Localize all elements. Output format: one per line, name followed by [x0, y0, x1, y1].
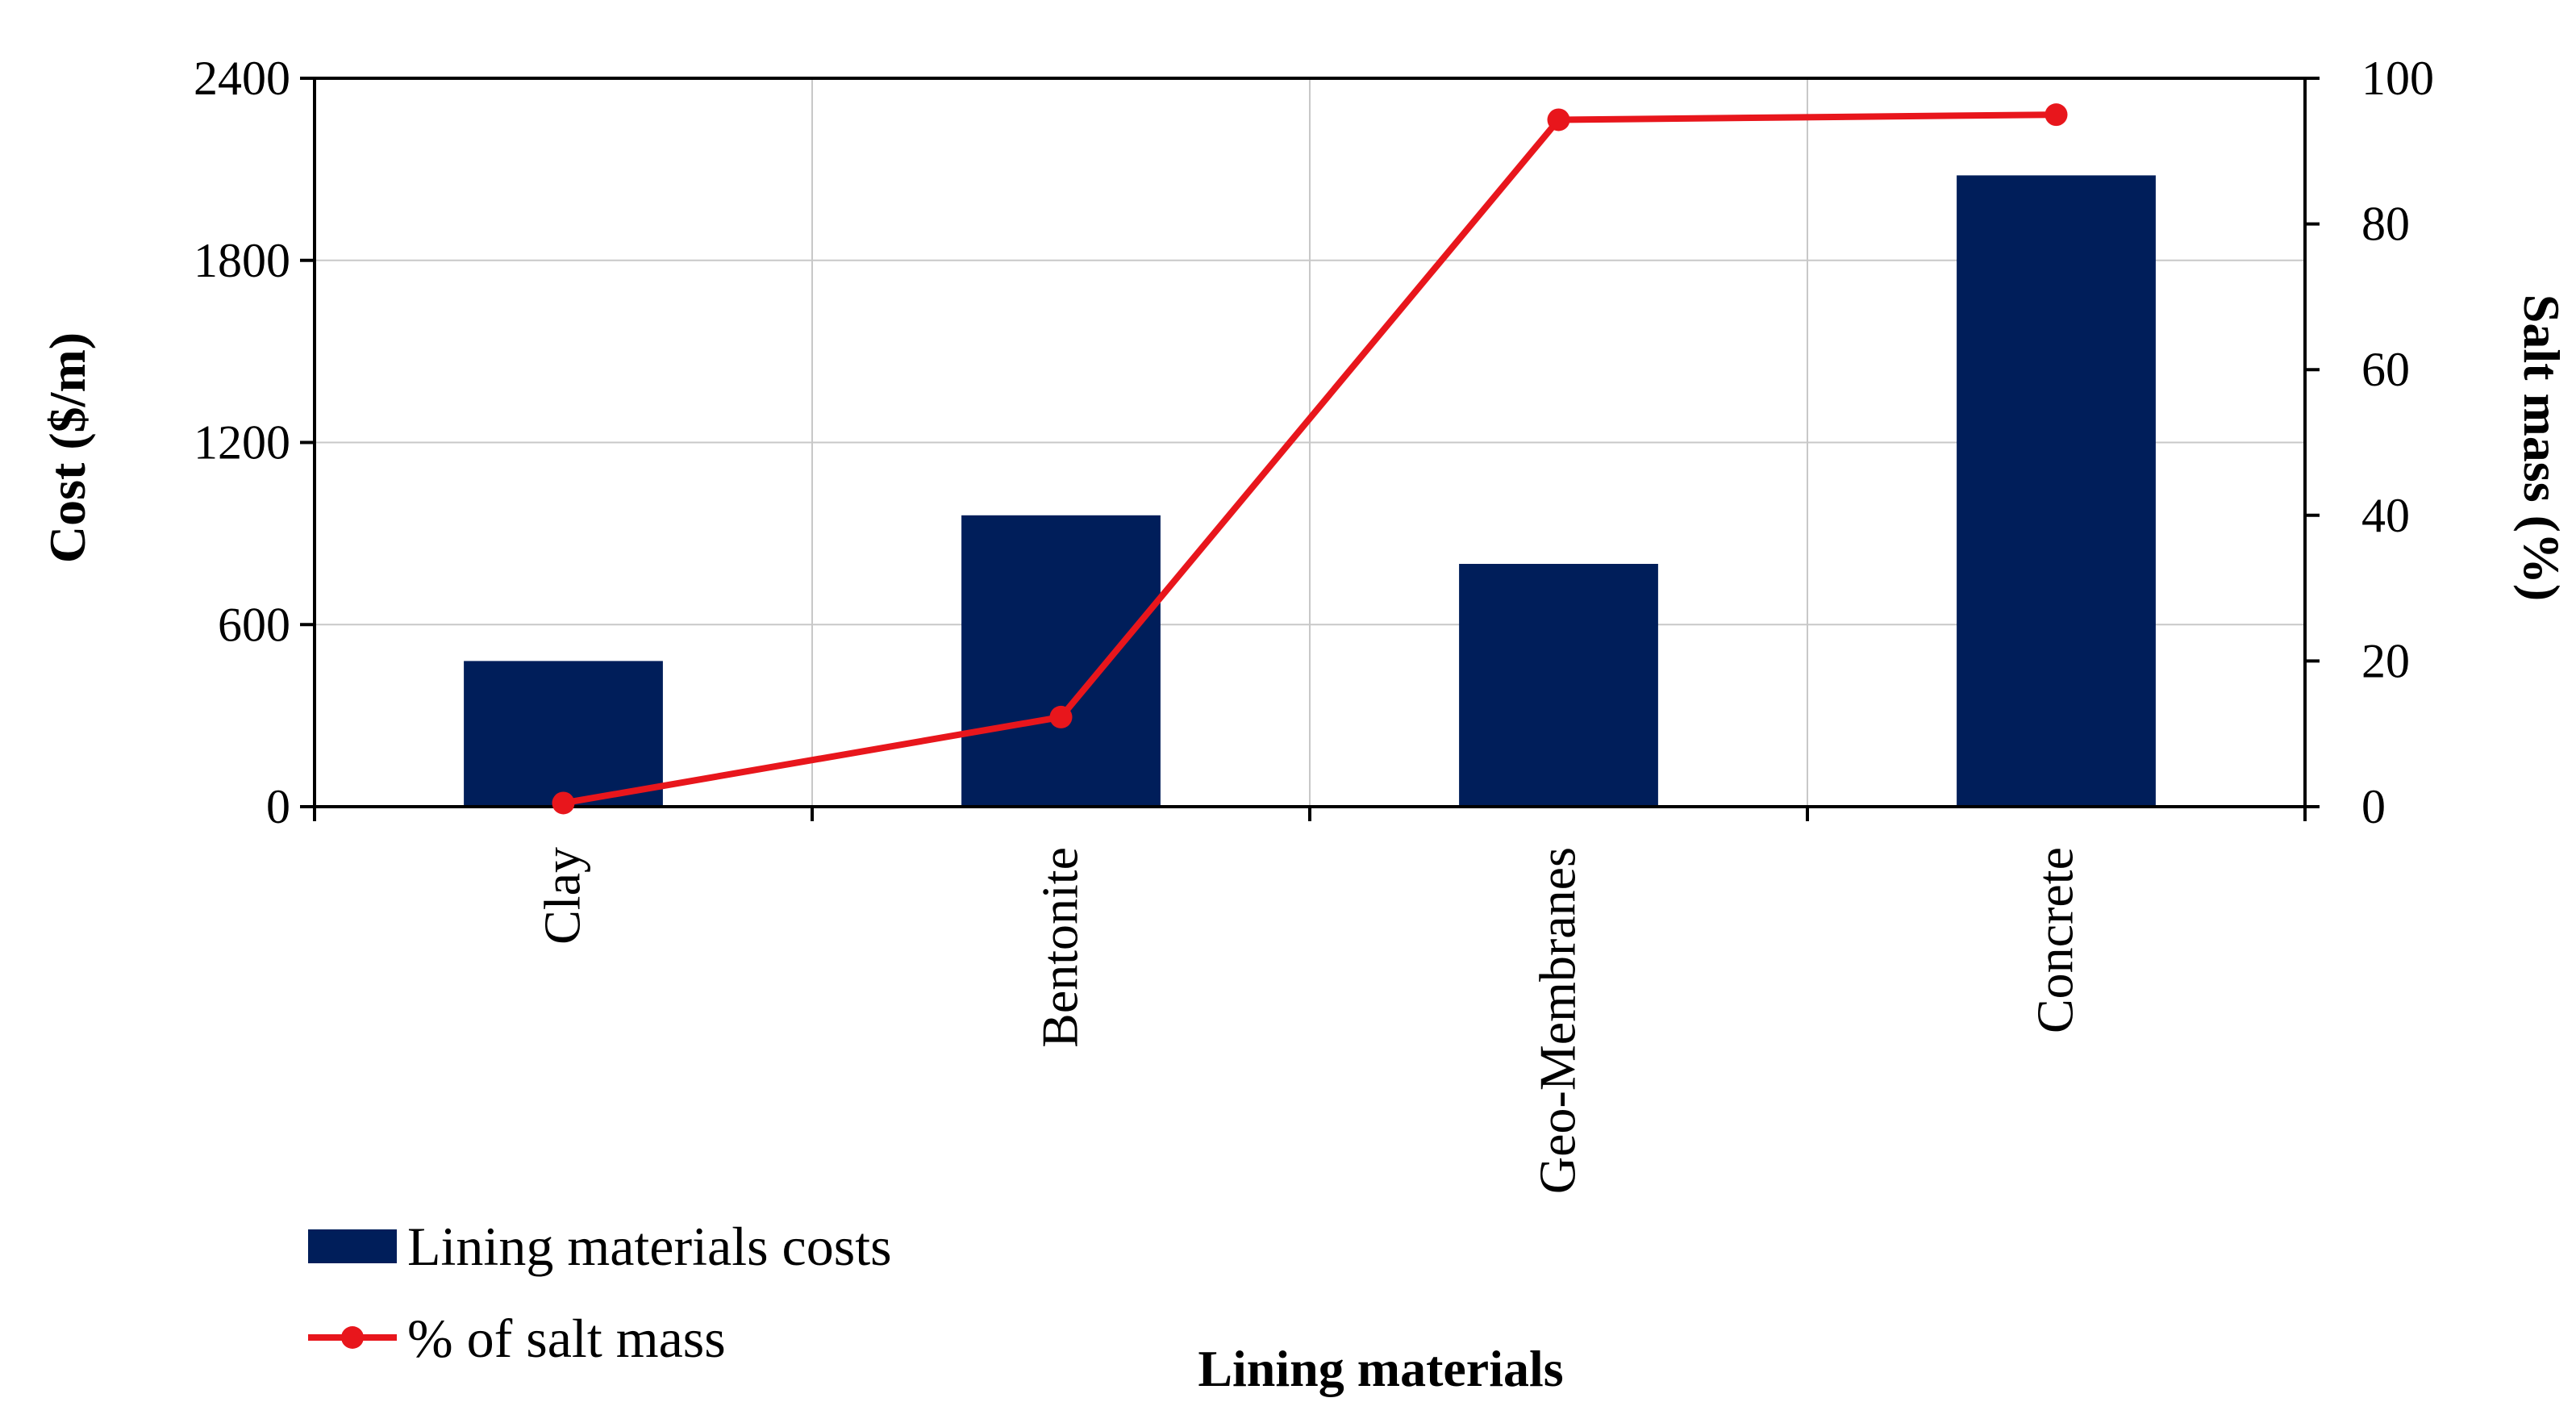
salt-mass-line: [562, 111, 2057, 807]
x-axis-title: Lining materials: [1198, 1340, 1563, 1397]
y2-tick-label: 20: [2361, 634, 2410, 687]
y2-tick-label: 40: [2361, 489, 2410, 542]
y-tick-label: 600: [218, 598, 290, 651]
y-tick-label: 2400: [194, 52, 290, 105]
y2-tick-label: 60: [2361, 343, 2410, 396]
tick-labels: 0 600 1200 1800 2400 0 20 40 60 80 100: [194, 52, 2434, 833]
legend-line-marker: [341, 1326, 364, 1349]
y2-tick-label: 0: [2361, 780, 2386, 833]
category-labels: Clay Bentonite Geo-Membranes Concrete: [534, 847, 2084, 1194]
y2-tick-label: 100: [2361, 52, 2434, 105]
y2-axis-title: Salt mass (%): [2513, 294, 2570, 601]
category-label-bentonite: Bentonite: [1032, 847, 1089, 1048]
category-label-concrete: Concrete: [2027, 847, 2084, 1033]
salt-mass-point-clay: [552, 791, 575, 815]
bar-geo-membranes: [1459, 564, 1658, 807]
y-axis-title: Cost ($/m): [39, 332, 96, 563]
salt-mass-point-bentonite: [1049, 705, 1073, 728]
category-label-clay: Clay: [534, 847, 591, 945]
salt-mass-point-concrete: [2045, 103, 2068, 127]
legend-bar-label: Lining materials costs: [407, 1216, 892, 1277]
bar-series: [464, 175, 2156, 807]
legend-line-label: % of salt mass: [407, 1308, 726, 1369]
legend: Lining materials costs % of salt mass: [308, 1216, 892, 1369]
bar-bentonite: [961, 515, 1161, 807]
y-tick-label: 1800: [194, 234, 290, 287]
bar-clay: [464, 661, 663, 807]
salt-mass-point-geo-membranes: [1547, 108, 1570, 131]
y2-tick-label: 80: [2361, 198, 2410, 251]
y-tick-label: 1200: [194, 416, 290, 469]
axes: [300, 77, 2320, 821]
bar-concrete: [1957, 175, 2156, 807]
line-series: [552, 103, 2068, 815]
legend-bar-swatch: [308, 1229, 397, 1263]
category-label-geo-membranes: Geo-Membranes: [1529, 847, 1586, 1194]
y-tick-label: 0: [266, 780, 290, 833]
